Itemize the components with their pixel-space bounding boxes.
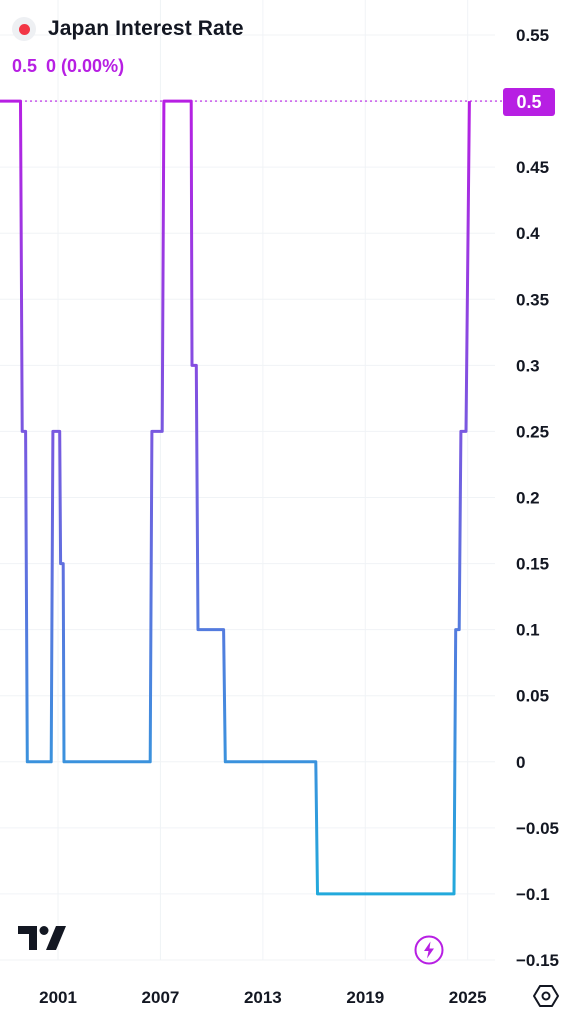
x-tick-label: 2007 bbox=[142, 988, 180, 1007]
legend-change: 0 (0.00%) bbox=[46, 56, 125, 76]
settings-hexagon-icon[interactable] bbox=[532, 982, 560, 1010]
y-tick-label: 0.2 bbox=[516, 489, 540, 508]
legend-values: 0.5 0 (0.00%) bbox=[12, 56, 133, 77]
series-line-japan-interest-rate[interactable] bbox=[0, 99, 471, 896]
tradingview-logo-icon[interactable] bbox=[18, 926, 66, 955]
legend[interactable]: Japan Interest Rate bbox=[12, 17, 244, 41]
y-axis: 0.550.50.450.40.350.30.250.20.150.10.050… bbox=[516, 26, 559, 970]
y-tick-label: 0.4 bbox=[516, 224, 540, 243]
status-dot bbox=[18, 23, 30, 35]
y-tick-label: −0.05 bbox=[516, 819, 559, 838]
legend-last-value: 0.5 bbox=[12, 56, 38, 76]
legend-title: Japan Interest Rate bbox=[48, 17, 244, 40]
y-tick-label: −0.15 bbox=[516, 951, 559, 970]
y-tick-label: 0.05 bbox=[516, 687, 549, 706]
y-tick-label: −0.1 bbox=[516, 885, 550, 904]
grid bbox=[0, 0, 495, 961]
y-tick-label: 0.35 bbox=[516, 290, 549, 309]
y-tick-label: 0.55 bbox=[516, 26, 549, 45]
x-tick-label: 2019 bbox=[346, 988, 384, 1007]
y-tick-label: 0.1 bbox=[516, 621, 540, 640]
y-tick-label: 0.3 bbox=[516, 356, 540, 375]
status-indicator bbox=[12, 17, 36, 41]
y-tick-label: 0 bbox=[516, 753, 525, 772]
last-value-price-tag: 0.5 bbox=[503, 88, 555, 116]
y-tick-label: 0.45 bbox=[516, 158, 549, 177]
x-tick-label: 2013 bbox=[244, 988, 282, 1007]
x-tick-label: 2001 bbox=[39, 988, 77, 1007]
x-tick-label: 2025 bbox=[449, 988, 487, 1007]
y-tick-label: 0.25 bbox=[516, 422, 549, 441]
lightning-icon[interactable] bbox=[414, 935, 444, 965]
x-axis: 2001 2007 2013 2019 2025 bbox=[39, 988, 486, 1007]
y-tick-label: 0.15 bbox=[516, 555, 549, 574]
